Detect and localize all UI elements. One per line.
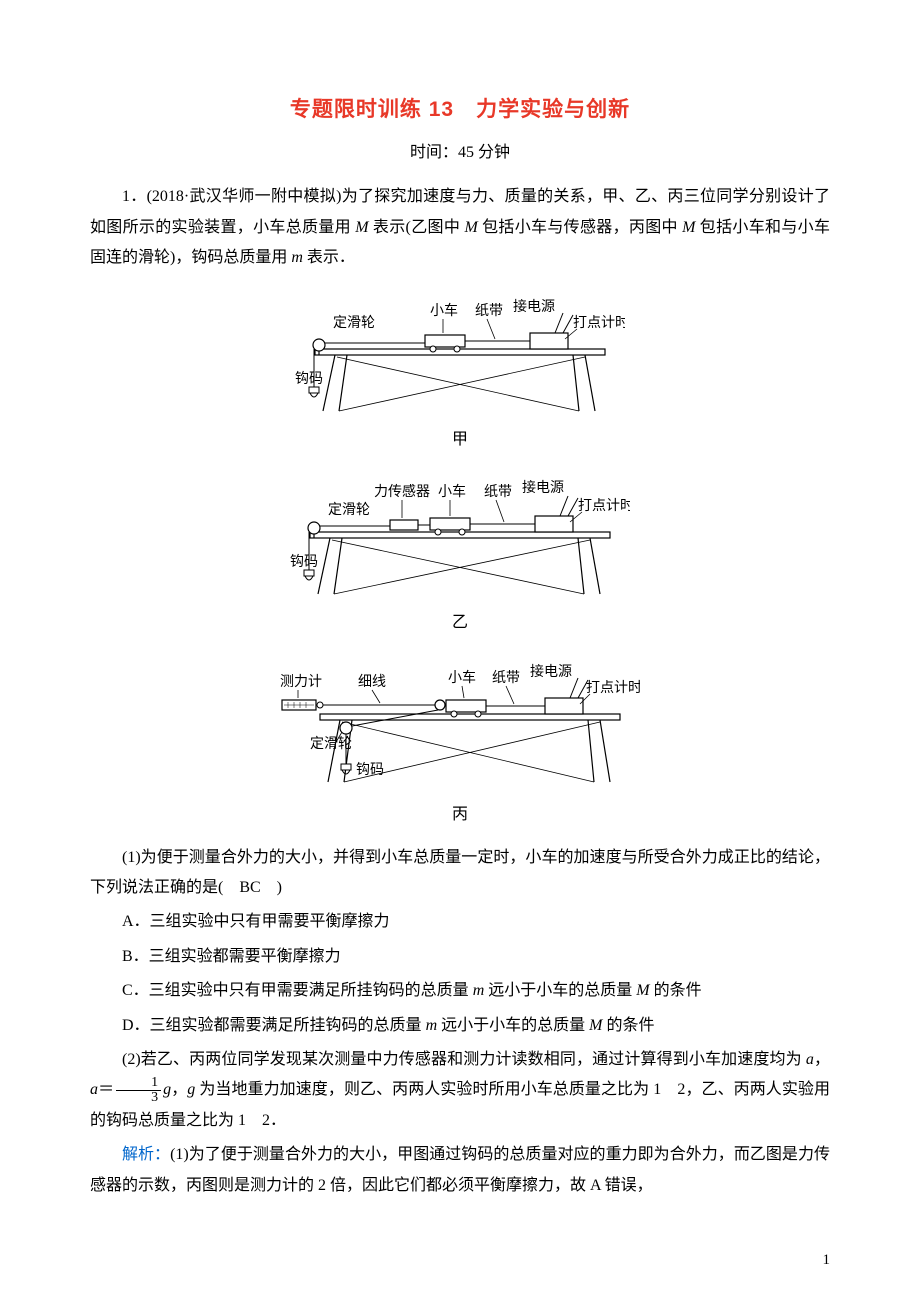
q1-1-opt-b: B．三组实验都需要平衡摩擦力 (90, 942, 830, 972)
q1-intro-text: 1．(2018·武汉华师一附中模拟)为了探究加速度与力、质量的关系，甲、乙、丙三… (90, 188, 830, 266)
label-power-b: 接电源 (522, 479, 564, 496)
label-power-a: 接电源 (513, 298, 555, 315)
label-cart-a: 小车 (430, 302, 458, 319)
q1-analysis: 解析：(1)为了便于测量合外力的大小，甲图通过钩码的总质量对应的重力即为合外力，… (90, 1140, 830, 1201)
diagram-a: 定滑轮 钩码 小车 纸带 接电源 打点计时器 甲 (90, 291, 830, 455)
label-pulley-a: 定滑轮 (333, 314, 375, 331)
label-pulley-c: 定滑轮 (310, 735, 352, 752)
diagram-b-caption: 乙 (90, 608, 830, 638)
label-timer-b: 打点计时器 (578, 497, 630, 514)
diagram-c-caption: 丙 (90, 800, 830, 830)
q1-intro: 1．(2018·武汉华师一附中模拟)为了探究加速度与力、质量的关系，甲、乙、丙三… (90, 182, 830, 273)
analysis-text: (1)为了便于测量合外力的大小，甲图通过钩码的总质量对应的重力即为合外力，而乙图… (90, 1146, 830, 1193)
label-tape-b: 纸带 (484, 484, 512, 500)
diagram-b: 定滑轮 钩码 力传感器 小车 纸带 接电源 打点计时器 乙 (90, 474, 830, 638)
label-cart-c: 小车 (448, 669, 476, 686)
label-sensor-b: 力传感器 (374, 483, 430, 500)
q1-2: (2)若乙、丙两位同学发现某次测量中力传感器和测力计读数相同，通过计算得到小车加… (90, 1045, 830, 1136)
q1-1-opt-c: C．三组实验中只有甲需要满足所挂钩码的总质量 m 远小于小车的总质量 M 的条件 (90, 976, 830, 1006)
diagram-b-svg: 定滑轮 钩码 力传感器 小车 纸带 接电源 打点计时器 (290, 474, 630, 604)
q1-1-opt-a: A．三组实验中只有甲需要平衡摩擦力 (90, 907, 830, 937)
label-pulley-b: 定滑轮 (328, 501, 370, 518)
label-tape-a: 纸带 (475, 303, 503, 319)
label-cart-b: 小车 (438, 483, 466, 500)
time-limit: 时间：45 分钟 (90, 138, 830, 168)
analysis-label: 解析： (122, 1146, 170, 1163)
label-thread-c: 细线 (358, 674, 386, 690)
fraction-1-3: 13 (116, 1076, 161, 1105)
diagram-a-svg: 定滑轮 钩码 小车 纸带 接电源 打点计时器 (295, 291, 625, 421)
label-weight-b: 钩码 (290, 554, 318, 570)
page-title: 专题限时训练 13 力学实验与创新 (90, 90, 830, 130)
diagram-c: 测力计 细线 小车 纸带 接电源 打点计时器 定滑轮 钩码 丙 (90, 656, 830, 830)
label-timer-c: 打点计时器 (586, 679, 640, 696)
label-power-c: 接电源 (530, 663, 572, 680)
opt-d-text: D．三组实验都需要满足所挂钩码的总质量 m 远小于小车的总质量 M 的条件 (122, 1017, 654, 1034)
diagram-a-caption: 甲 (90, 425, 830, 455)
q1-1-stem: (1)为便于测量合外力的大小，并得到小车总质量一定时，小车的加速度与所受合外力成… (90, 843, 830, 904)
label-tape-c: 纸带 (492, 670, 520, 686)
q1-1-opt-d: D．三组实验都需要满足所挂钩码的总质量 m 远小于小车的总质量 M 的条件 (90, 1011, 830, 1041)
label-dynamo-c: 测力计 (280, 674, 322, 690)
page-number: 1 (823, 1246, 831, 1275)
label-weight-c: 钩码 (356, 762, 384, 778)
label-timer-a: 打点计时器 (573, 314, 625, 331)
label-weight-a: 钩码 (295, 371, 323, 387)
q1-2-pre: (2)若乙、丙两位同学发现某次测量中力传感器和测力计读数相同，通过计算得到小车加… (122, 1051, 806, 1068)
opt-c-text: C．三组实验中只有甲需要满足所挂钩码的总质量 m 远小于小车的总质量 M 的条件 (122, 982, 702, 999)
diagram-c-svg: 测力计 细线 小车 纸带 接电源 打点计时器 定滑轮 钩码 (280, 656, 640, 796)
